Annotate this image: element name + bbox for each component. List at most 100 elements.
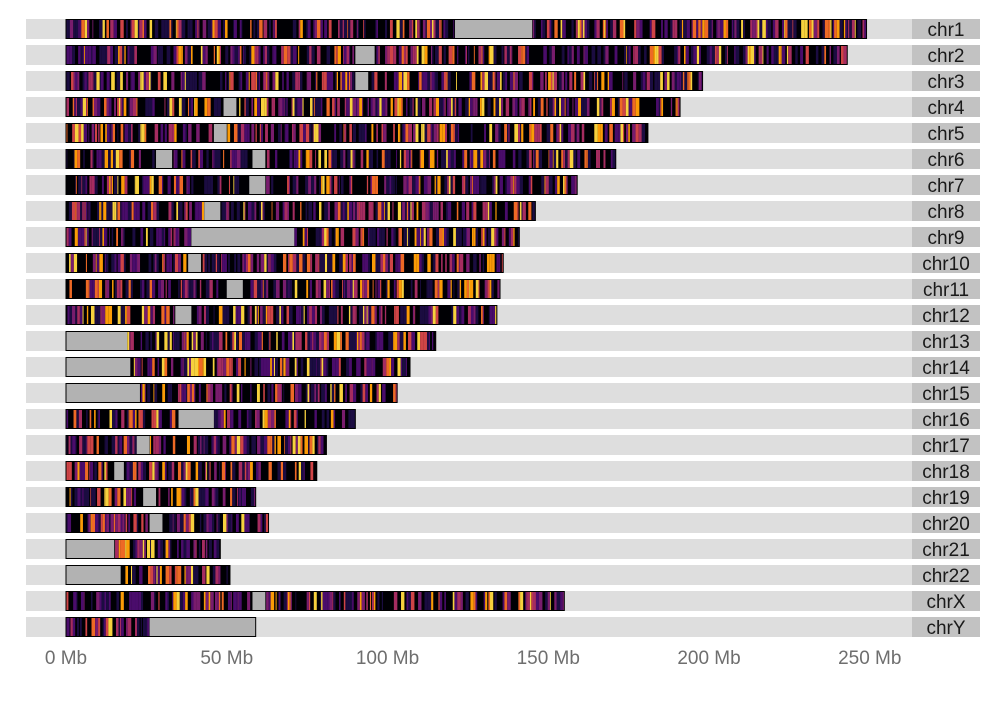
band	[156, 201, 160, 221]
band	[339, 383, 343, 403]
band	[285, 435, 288, 455]
bar-outline	[65, 201, 536, 221]
band	[164, 305, 167, 325]
band	[134, 175, 136, 195]
band	[233, 19, 237, 39]
band	[349, 357, 352, 377]
band	[137, 19, 140, 39]
band	[184, 539, 187, 559]
chromosome-bar	[65, 539, 221, 559]
band	[396, 253, 398, 273]
band	[342, 279, 343, 299]
band	[261, 123, 263, 143]
band	[181, 539, 184, 559]
band	[442, 227, 444, 247]
band	[202, 357, 204, 377]
band	[214, 19, 216, 39]
band	[451, 97, 453, 117]
band	[103, 227, 107, 247]
band	[375, 253, 378, 273]
band	[117, 201, 121, 221]
band	[84, 227, 86, 247]
band	[66, 97, 70, 117]
band	[381, 201, 385, 221]
band	[122, 513, 125, 533]
band	[124, 201, 128, 221]
band	[843, 19, 846, 39]
chromosome-bar	[65, 19, 868, 39]
band	[288, 331, 291, 351]
band	[99, 591, 102, 611]
band	[434, 279, 438, 299]
chromosome-track-chrY: chrY	[26, 617, 980, 639]
band	[342, 19, 344, 39]
band	[218, 305, 223, 325]
band	[187, 357, 190, 377]
band	[179, 175, 184, 195]
band	[393, 71, 397, 91]
band	[461, 175, 464, 195]
band	[620, 123, 624, 143]
band	[654, 71, 658, 91]
band	[174, 565, 177, 585]
band	[247, 201, 252, 221]
band	[446, 149, 448, 169]
band	[488, 591, 491, 611]
band	[352, 97, 357, 117]
band	[600, 97, 602, 117]
band	[419, 19, 421, 39]
band	[104, 461, 106, 481]
band	[444, 97, 446, 117]
band	[161, 19, 165, 39]
band	[92, 45, 96, 65]
band	[465, 97, 469, 117]
band	[787, 19, 790, 39]
band	[385, 45, 388, 65]
band	[344, 97, 347, 117]
band	[164, 357, 168, 377]
band	[345, 331, 349, 351]
band	[399, 331, 404, 351]
band	[681, 19, 684, 39]
band	[558, 71, 560, 91]
band	[415, 123, 419, 143]
band	[349, 123, 352, 143]
band	[419, 305, 423, 325]
band	[326, 45, 331, 65]
band	[170, 539, 172, 559]
band	[127, 201, 130, 221]
band	[445, 253, 447, 273]
band	[509, 45, 512, 65]
band	[256, 305, 258, 325]
band	[206, 383, 208, 403]
band	[517, 201, 519, 221]
band	[209, 461, 211, 481]
band	[260, 253, 265, 273]
band	[371, 253, 376, 273]
band	[259, 19, 263, 39]
band	[271, 201, 273, 221]
bar-outline	[65, 383, 398, 403]
band	[232, 461, 236, 481]
band	[350, 305, 353, 325]
gap-region	[204, 201, 221, 221]
band	[516, 175, 520, 195]
band	[239, 123, 241, 143]
band	[679, 71, 682, 91]
band	[416, 227, 421, 247]
band	[151, 409, 154, 429]
band	[66, 461, 69, 481]
band	[200, 45, 203, 65]
band	[254, 487, 256, 507]
gap-region	[455, 19, 533, 39]
band	[109, 175, 111, 195]
band	[864, 19, 867, 39]
band	[225, 331, 228, 351]
band	[91, 591, 93, 611]
band	[85, 227, 87, 247]
band	[431, 45, 433, 65]
band	[321, 227, 323, 247]
band	[89, 175, 92, 195]
band	[302, 97, 304, 117]
band	[236, 591, 238, 611]
